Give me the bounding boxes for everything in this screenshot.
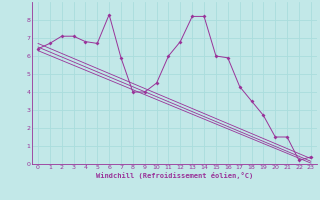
X-axis label: Windchill (Refroidissement éolien,°C): Windchill (Refroidissement éolien,°C) (96, 172, 253, 179)
